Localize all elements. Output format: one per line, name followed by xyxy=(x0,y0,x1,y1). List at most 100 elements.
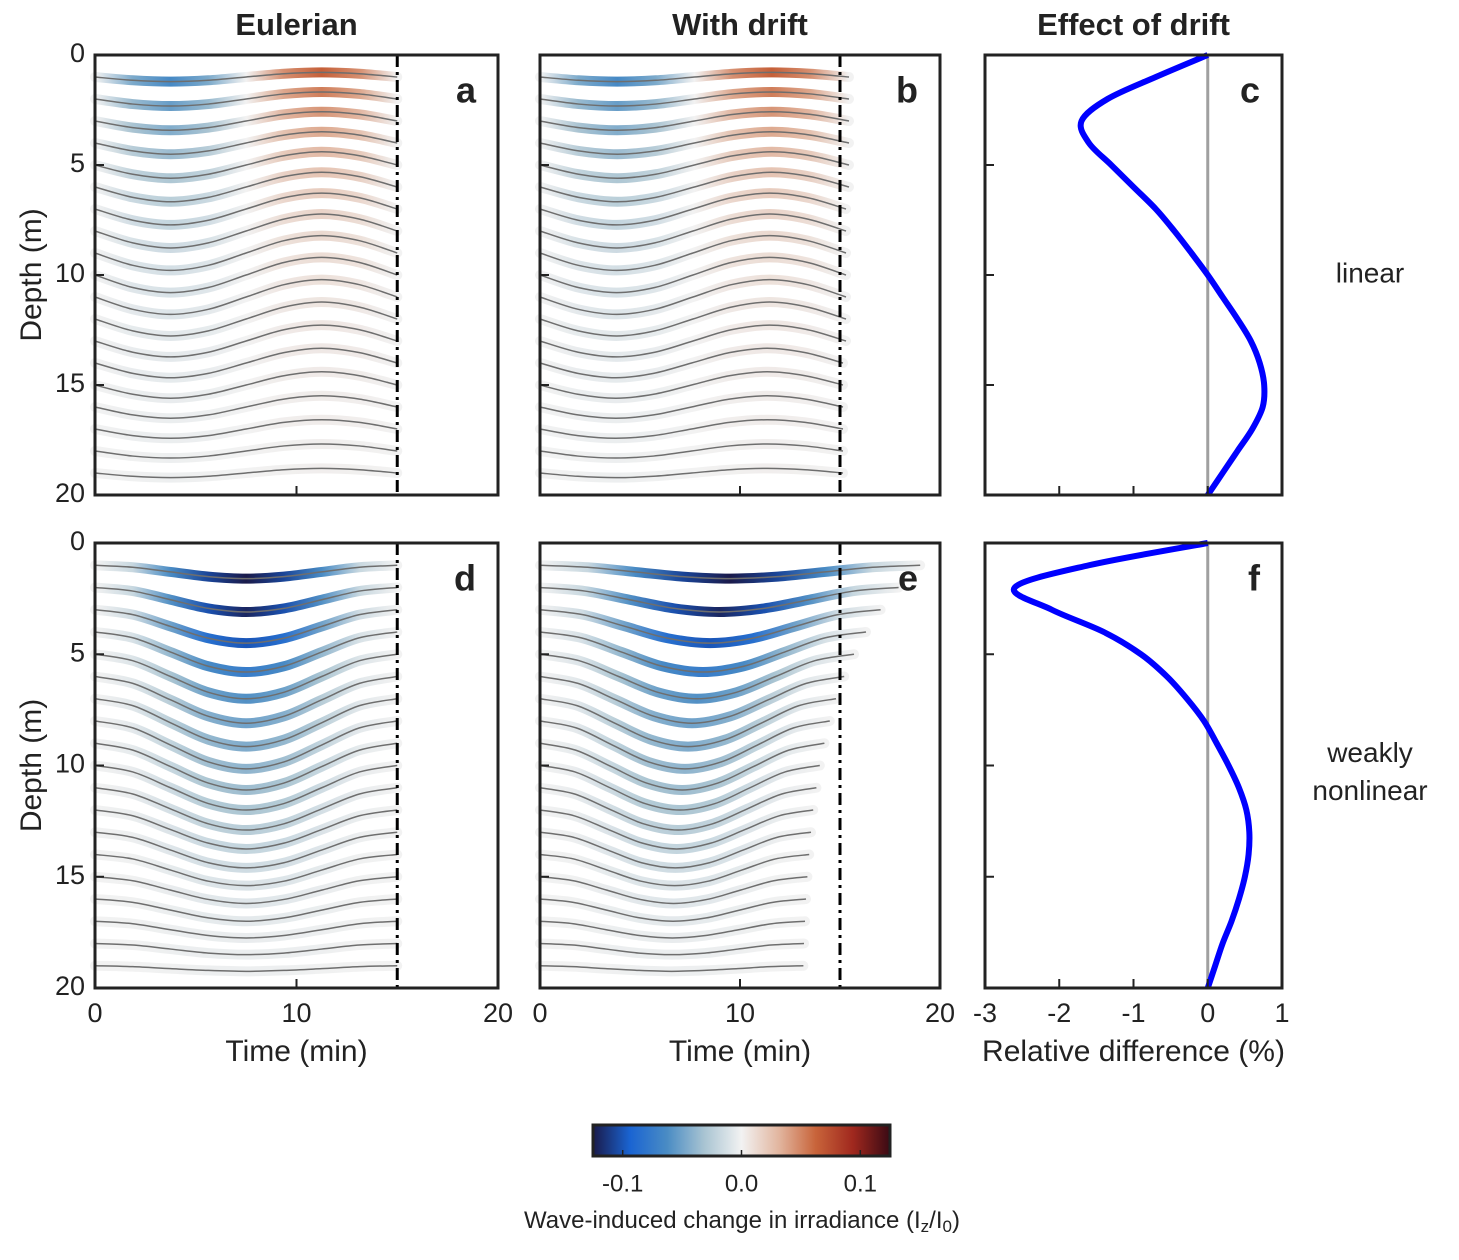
irradiance-band xyxy=(90,582,403,617)
trajectory-line xyxy=(94,324,398,358)
colorbar-label-part: /I xyxy=(929,1207,942,1234)
plot-area xyxy=(1077,52,1268,497)
trajectory-line xyxy=(94,419,398,439)
trajectory-line xyxy=(94,720,398,770)
panel-letter: d xyxy=(454,558,476,599)
x-tick-label: 10 xyxy=(281,998,311,1028)
axes-frame xyxy=(93,53,500,497)
trajectory-line xyxy=(94,111,398,131)
axes-frame xyxy=(983,541,1284,990)
profile-line xyxy=(1010,540,1253,989)
row-label: weakly xyxy=(1326,737,1413,768)
trajectory-line xyxy=(539,324,847,358)
x-axis-label: Time (min) xyxy=(669,1035,811,1068)
y-tick-label: 10 xyxy=(55,258,85,288)
trajectory-line xyxy=(539,171,850,203)
trajectory-line xyxy=(94,787,398,831)
trajectory-line xyxy=(539,443,844,459)
x-tick-label: -2 xyxy=(1047,998,1071,1028)
plot-area xyxy=(535,543,926,988)
trajectory-line xyxy=(539,71,850,83)
trajectory-line xyxy=(539,213,847,249)
trajectory-line xyxy=(94,631,398,673)
colorbar-tick-label: 0.1 xyxy=(844,1170,877,1197)
panel-title: Effect of drift xyxy=(1037,7,1230,42)
y-tick-label: 15 xyxy=(55,368,85,398)
trajectory-line xyxy=(94,278,398,316)
y-tick-label: 10 xyxy=(55,749,85,779)
trajectory-line xyxy=(94,395,398,419)
trajectory-line xyxy=(94,853,398,887)
profile-line xyxy=(1077,52,1268,497)
colorbar-label: Wave-induced change in irradiance (Iz/I0… xyxy=(524,1207,960,1236)
trajectory-line xyxy=(539,131,850,155)
trajectory-line xyxy=(94,809,398,850)
row-label: nonlinear xyxy=(1312,775,1427,806)
trajectory-line xyxy=(539,609,881,644)
x-tick-label: 0 xyxy=(87,998,102,1028)
x-tick-label: -3 xyxy=(973,998,997,1028)
irradiance-band xyxy=(90,560,403,584)
trajectory-line xyxy=(539,151,850,179)
y-tick-label: 5 xyxy=(70,637,85,667)
trajectory-line xyxy=(539,965,804,973)
trajectory-line xyxy=(539,347,844,379)
row-label: linear xyxy=(1336,257,1404,288)
trajectory-line xyxy=(94,71,398,83)
panel-title: With drift xyxy=(672,7,808,42)
y-tick-label: 20 xyxy=(55,478,85,508)
plot-area xyxy=(1010,540,1253,989)
x-tick-label: 10 xyxy=(725,998,755,1028)
trajectory-line xyxy=(94,234,398,272)
colorbar-tick-label: -0.1 xyxy=(602,1170,643,1197)
colorbar-tick-label: 0.0 xyxy=(725,1170,758,1197)
y-axis-label: Depth (m) xyxy=(15,699,48,832)
trajectory-line xyxy=(539,234,847,272)
x-tick-label: 1 xyxy=(1274,998,1289,1028)
trajectory-line xyxy=(539,192,847,226)
irradiance-band xyxy=(535,560,926,584)
x-tick-label: -1 xyxy=(1121,998,1145,1028)
trajectory-line xyxy=(539,111,850,131)
trajectory-line xyxy=(94,764,398,811)
y-tick-label: 20 xyxy=(55,971,85,1001)
trajectory-line xyxy=(539,831,812,869)
trajectory-line xyxy=(94,443,398,459)
axes-frame xyxy=(93,541,500,990)
trajectory-line xyxy=(539,742,825,791)
x-tick-label: 0 xyxy=(532,998,547,1028)
trajectory-line xyxy=(539,942,805,956)
trajectory-line xyxy=(94,653,398,700)
colorbar-label-part: Wave-induced change in irradiance (I xyxy=(524,1207,921,1234)
x-tick-label: 20 xyxy=(925,998,955,1028)
panel-title: Eulerian xyxy=(235,7,357,42)
trajectory-line xyxy=(539,371,844,399)
trajectory-line xyxy=(539,720,830,770)
trajectory-line xyxy=(94,831,398,869)
panel-letter: b xyxy=(896,70,918,111)
trajectory-line xyxy=(94,91,398,107)
trajectory-line xyxy=(539,419,844,439)
y-axis-label: Depth (m) xyxy=(15,208,48,341)
plot-area xyxy=(535,55,854,495)
trajectory-line xyxy=(94,920,398,939)
colorbar-label-part: 0 xyxy=(943,1217,952,1236)
trajectory-line xyxy=(539,698,837,748)
trajectory-line xyxy=(539,278,847,316)
trajectory-line xyxy=(539,467,844,479)
trajectory-line xyxy=(94,171,398,203)
colorbar-label-part: ) xyxy=(952,1207,960,1234)
trajectory-line xyxy=(94,467,398,479)
trajectory-line xyxy=(94,192,398,226)
trajectory-line xyxy=(539,809,814,850)
trajectory-line xyxy=(539,653,855,700)
trajectory-line xyxy=(539,764,820,811)
axes-frame xyxy=(983,53,1284,497)
trajectory-line xyxy=(94,151,398,179)
trajectory-line xyxy=(94,742,398,791)
trajectory-line xyxy=(539,675,845,724)
trajectory-line xyxy=(94,675,398,724)
panel-letter: f xyxy=(1248,558,1261,599)
trajectory-line xyxy=(94,586,398,613)
